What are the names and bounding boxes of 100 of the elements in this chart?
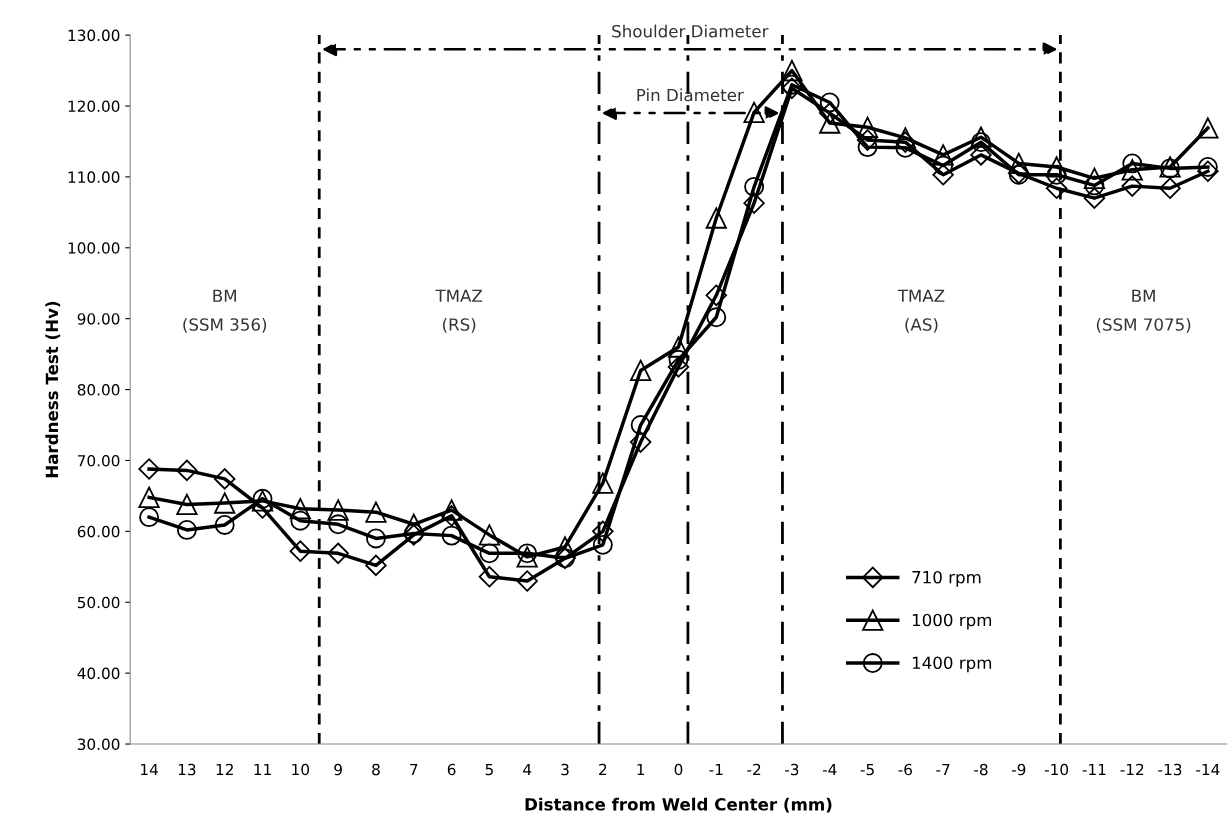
- point: [440, 505, 463, 527]
- point: [289, 540, 312, 562]
- x-tick-label: 9: [334, 763, 342, 776]
- annotation: TMAZ (AS): [897, 289, 945, 333]
- point: [629, 431, 652, 453]
- point: [819, 92, 840, 113]
- point: [478, 524, 501, 546]
- y-tick-label: 130.00: [68, 29, 120, 42]
- point: [592, 520, 614, 543]
- point: [440, 499, 463, 521]
- x-axis-title: Distance from Weld Center (mm): [525, 797, 832, 813]
- point: [744, 176, 765, 197]
- point: [592, 472, 614, 494]
- point: [328, 514, 349, 535]
- point: [781, 77, 803, 100]
- annotation: Shoulder Diameter: [612, 24, 769, 38]
- point: [592, 534, 613, 555]
- x-tick-label: -4: [822, 763, 837, 776]
- x-tick-label: 12: [216, 763, 233, 776]
- x-tick-label: 14: [141, 763, 158, 776]
- point: [214, 492, 236, 514]
- point: [138, 486, 160, 508]
- point: [1122, 153, 1143, 174]
- annotation: BM (SSM 7075): [1096, 289, 1191, 333]
- legend-label: 1000 rpm: [912, 613, 992, 630]
- x-tick-label: 6: [447, 763, 456, 776]
- point: [932, 164, 954, 186]
- x-tick-label: 10: [292, 763, 310, 776]
- annotation: Pin Diameter: [637, 88, 744, 102]
- x-tick-label: 5: [485, 763, 493, 776]
- point: [1045, 156, 1068, 178]
- point: [554, 536, 576, 558]
- x-tick-label: -13: [1158, 763, 1182, 776]
- point: [327, 499, 349, 521]
- point: [630, 415, 651, 435]
- y-tick-label: 110.00: [68, 171, 120, 183]
- y-tick-label: 90.00: [77, 313, 120, 325]
- x-tick-label: -6: [898, 763, 913, 776]
- point: [176, 459, 198, 482]
- point: [743, 101, 765, 124]
- point: [1083, 187, 1106, 209]
- point: [1084, 175, 1105, 196]
- point: [1083, 167, 1106, 189]
- point: [705, 284, 728, 307]
- x-tick-label: -12: [1120, 763, 1144, 776]
- annotation: BM (SSM 356): [183, 289, 267, 333]
- x-tick-label: 0: [674, 763, 683, 776]
- point: [668, 349, 689, 370]
- point: [289, 498, 311, 520]
- x-tick-label: 8: [372, 763, 380, 776]
- x-tick-label: -9: [1011, 763, 1026, 776]
- point: [667, 356, 690, 378]
- point: [970, 144, 992, 166]
- point: [933, 155, 954, 176]
- point: [630, 359, 652, 382]
- point: [1197, 157, 1218, 177]
- y-tick-label: 120.00: [68, 100, 120, 113]
- point: [971, 132, 991, 153]
- point: [970, 126, 992, 148]
- x-tick-label: 4: [523, 763, 532, 776]
- x-tick-label: -8: [974, 763, 988, 776]
- point: [176, 493, 198, 516]
- point: [667, 336, 690, 358]
- point: [213, 468, 236, 490]
- point: [1121, 159, 1143, 181]
- x-tick-label: -11: [1082, 763, 1106, 776]
- y-tick-label: 50.00: [77, 596, 120, 609]
- point: [706, 307, 727, 328]
- point: [856, 129, 879, 151]
- point: [365, 501, 387, 523]
- point: [366, 528, 386, 549]
- x-tick-label: -5: [860, 763, 874, 776]
- x-tick-label: -1: [709, 763, 723, 776]
- y-axis-title: Hardness Test (Hv): [45, 301, 61, 478]
- y-tick-label: 60.00: [77, 525, 120, 538]
- annotation: TMAZ (RS): [435, 289, 483, 333]
- point: [857, 137, 878, 158]
- point: [290, 510, 311, 531]
- x-tick-label: -2: [747, 763, 761, 776]
- x-tick-label: 7: [410, 763, 418, 776]
- point: [327, 542, 349, 565]
- y-tick-label: 100.00: [68, 242, 120, 254]
- x-tick-label: 11: [254, 763, 271, 776]
- point: [138, 458, 160, 480]
- point: [781, 59, 803, 82]
- point: [1197, 117, 1219, 139]
- point: [1045, 177, 1068, 199]
- point: [214, 515, 235, 535]
- x-tick-label: 13: [178, 763, 196, 776]
- point: [856, 116, 879, 138]
- point: [1008, 152, 1030, 175]
- x-tick-label: 3: [561, 763, 569, 776]
- point: [478, 566, 501, 588]
- point: [932, 144, 954, 166]
- point: [516, 570, 538, 592]
- point: [1046, 164, 1067, 185]
- legend-label: 1400 rpm: [912, 656, 992, 673]
- x-tick-label: -3: [785, 763, 799, 776]
- point: [819, 112, 841, 134]
- x-tick-label: -10: [1044, 763, 1069, 776]
